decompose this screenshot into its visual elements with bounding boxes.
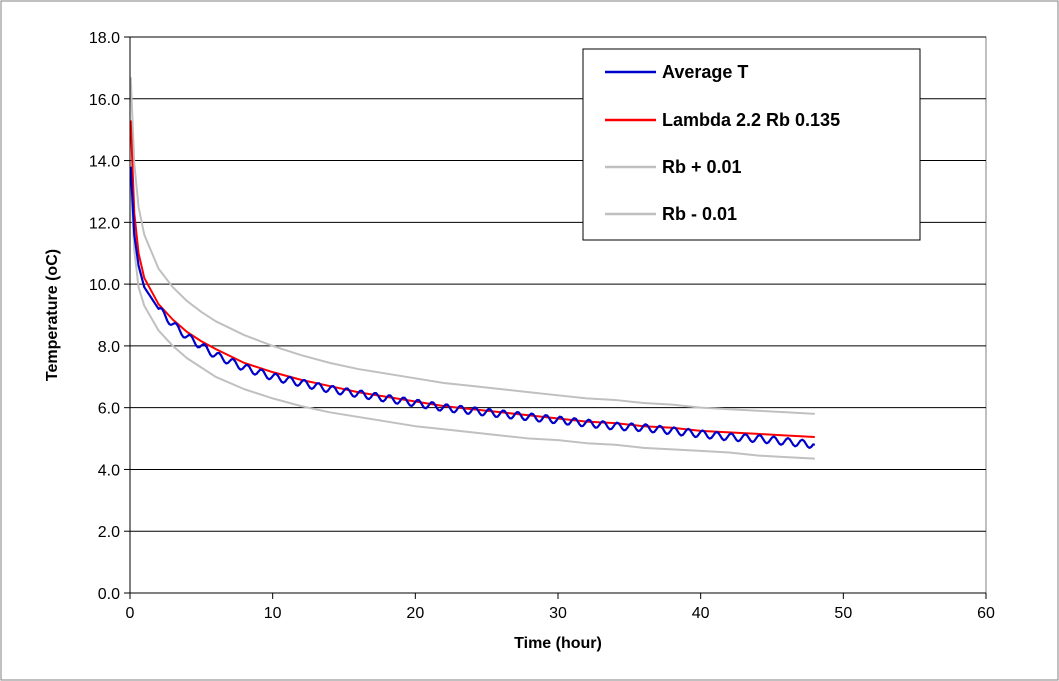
y-tick-label: 2.0	[98, 524, 120, 541]
y-tick-label: 6.0	[98, 401, 120, 418]
y-tick-label: 14.0	[89, 154, 120, 171]
series-line-2	[129, 77, 815, 415]
x-tick-labels: 0 10 20 30 40 50 60	[126, 605, 995, 622]
y-tick-label: 18.0	[89, 30, 120, 47]
x-tick-label: 50	[834, 605, 852, 622]
x-tick-label: 10	[264, 605, 282, 622]
legend-label: Lambda 2.2 Rb 0.135	[662, 110, 840, 130]
legend-label: Average T	[662, 62, 748, 82]
legend-label: Rb - 0.01	[662, 204, 737, 224]
x-tick-label: 40	[692, 605, 710, 622]
legend-label: Rb + 0.01	[662, 157, 742, 177]
x-tick-label: 0	[126, 605, 135, 622]
x-tick-label: 60	[977, 605, 995, 622]
y-tick-label: 16.0	[89, 92, 120, 109]
y-tick-label: 10.0	[89, 277, 120, 294]
y-axis-title: Temperature (oC)	[44, 249, 61, 381]
series-line-0	[129, 166, 815, 449]
series-layer	[129, 77, 815, 460]
legend-box	[582, 48, 921, 241]
y-tick-label: 4.0	[98, 462, 120, 479]
series-line-3	[129, 179, 815, 460]
y-tick-labels: 0.0 2.0 4.0 6.0 8.0 10.0 12.0 14.0 16.0 18.0	[89, 30, 120, 603]
x-axis-title: Time (hour)	[514, 635, 602, 652]
y-tick-label: 0.0	[98, 586, 120, 603]
legend: Average T Lambda 2.2 Rb 0.135 Rb + 0.01 Rb …	[582, 48, 921, 241]
y-tick-label: 8.0	[98, 339, 120, 356]
x-tick-label: 30	[549, 605, 567, 622]
x-tick-label: 20	[406, 605, 424, 622]
axes	[124, 36, 987, 599]
y-tick-label: 12.0	[89, 215, 120, 232]
